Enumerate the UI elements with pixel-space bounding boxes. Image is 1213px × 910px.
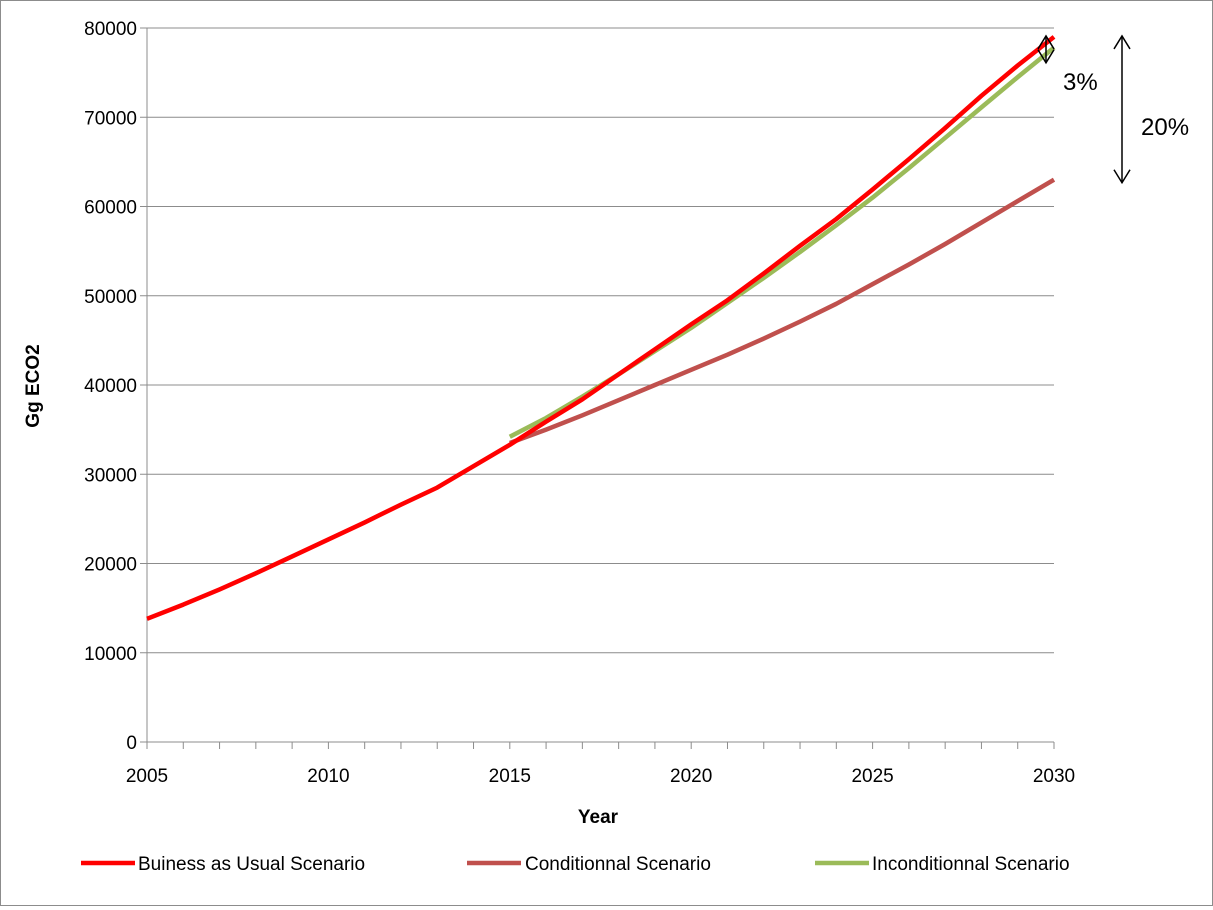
y-tick-label: 80000 xyxy=(84,19,137,40)
annotation-20pct-arrow-head-top xyxy=(1113,34,1131,50)
x-tick-label: 2030 xyxy=(1033,766,1075,787)
series-line-1 xyxy=(509,177,1056,446)
x-tick-label: 2010 xyxy=(307,766,349,787)
axis-layer: 0 10000 20000 30000 40000 50000 60000 70000 8000… xyxy=(84,19,1075,787)
legend-item-0: Buiness as Usual Scenario xyxy=(81,854,365,875)
y-tick-label: 10000 xyxy=(84,644,137,665)
annotation-3pct-arrow-head-bottom xyxy=(1037,49,1055,65)
annotation-20pct-label: 20% xyxy=(1141,114,1189,141)
grid-layer xyxy=(147,27,1054,654)
legend: Buiness as Usual Scenario Conditionnal Sc… xyxy=(81,854,1070,875)
y-tick-label: 70000 xyxy=(84,108,137,129)
annotation-3pct-arrow-head-top xyxy=(1037,34,1055,50)
annotation-20pct-arrow-head-bottom xyxy=(1113,169,1131,185)
y-tick-label: 0 xyxy=(126,733,137,754)
x-tick-label: 2020 xyxy=(670,766,712,787)
series-line-0 xyxy=(146,35,1056,621)
y-axis-title: Gg ECO2 xyxy=(23,344,44,427)
x-tick-label: 2015 xyxy=(489,766,531,787)
y-tick-label: 20000 xyxy=(84,555,137,576)
annotation-3pct-label: 3% xyxy=(1063,69,1098,96)
y-tick-label: 30000 xyxy=(84,465,137,486)
x-tick-label: 2025 xyxy=(851,766,893,787)
legend-item-2: Inconditionnal Scenario xyxy=(815,854,1070,875)
y-tick-label: 60000 xyxy=(84,198,137,219)
y-tick-label: 50000 xyxy=(84,287,137,308)
annotation-layer: 3% 20% xyxy=(1037,34,1189,185)
series-layer xyxy=(146,35,1056,621)
legend-label: Conditionnal Scenario xyxy=(525,854,711,875)
x-tick-label: 2005 xyxy=(126,766,168,787)
legend-item-1: Conditionnal Scenario xyxy=(467,854,711,875)
legend-label: Inconditionnal Scenario xyxy=(872,854,1070,875)
y-tick-label: 40000 xyxy=(84,376,137,397)
x-axis-title: Year xyxy=(578,807,619,828)
legend-label: Buiness as Usual Scenario xyxy=(138,854,365,875)
